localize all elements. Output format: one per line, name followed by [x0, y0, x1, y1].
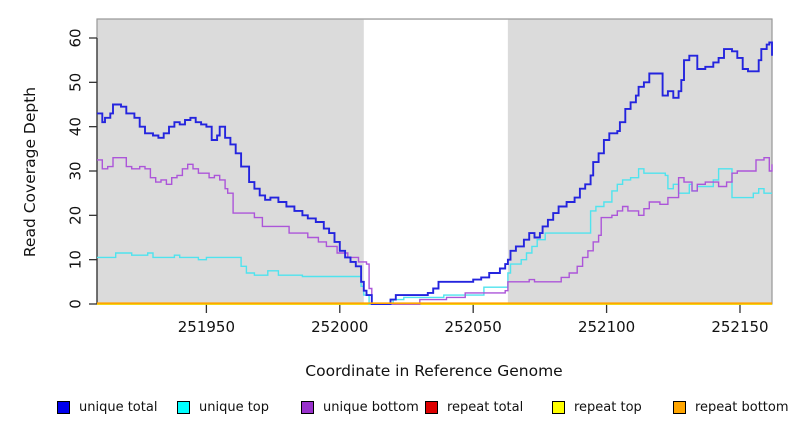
legend-item-repeat-top: repeat top — [552, 398, 642, 416]
legend-item-unique-total: unique total — [57, 398, 157, 416]
y-tick-label: 50 — [67, 73, 85, 92]
y-tick-label: 20 — [67, 206, 85, 225]
legend-label: unique bottom — [323, 399, 419, 415]
y-tick-label: 40 — [67, 117, 85, 136]
y-tick-label: 30 — [67, 161, 85, 180]
x-tick-label: 252100 — [578, 318, 635, 336]
x-tick-label: 252000 — [311, 318, 368, 336]
legend: unique total unique top unique bottom repea… — [0, 398, 792, 418]
legend-label: repeat top — [574, 399, 642, 415]
series-line-unique-total — [97, 41, 773, 305]
legend-label: unique total — [79, 399, 158, 415]
y-tick-label: 0 — [67, 299, 85, 309]
legend-swatch-unique-top — [177, 400, 190, 414]
y-axis-title: Read Coverage Depth — [21, 86, 39, 258]
legend-swatch-repeat-top — [552, 400, 565, 414]
legend-swatch-repeat-bottom — [673, 400, 686, 414]
legend-item-unique-top: unique top — [177, 398, 269, 416]
legend-item-unique-bottom: unique bottom — [301, 398, 419, 416]
legend-label: repeat total — [447, 399, 524, 415]
y-tick-label: 10 — [67, 250, 85, 269]
x-axis-title: Coordinate in Reference Genome — [305, 362, 563, 380]
x-tick-label: 252050 — [445, 318, 502, 336]
legend-swatch-unique-bottom — [301, 400, 314, 414]
legend-item-repeat-bottom: repeat bottom — [673, 398, 789, 416]
legend-item-repeat-total: repeat total — [425, 398, 523, 416]
legend-swatch-repeat-total — [425, 400, 438, 414]
masked-region — [363, 19, 508, 304]
legend-swatch-unique-total — [57, 400, 70, 414]
series-line-unique-bottom — [97, 157, 773, 305]
x-tick-label: 251950 — [178, 318, 235, 336]
legend-label: unique top — [199, 399, 270, 415]
legend-label: repeat bottom — [695, 399, 789, 415]
x-tick-label: 252150 — [711, 318, 768, 336]
y-tick-label: 60 — [67, 28, 85, 47]
